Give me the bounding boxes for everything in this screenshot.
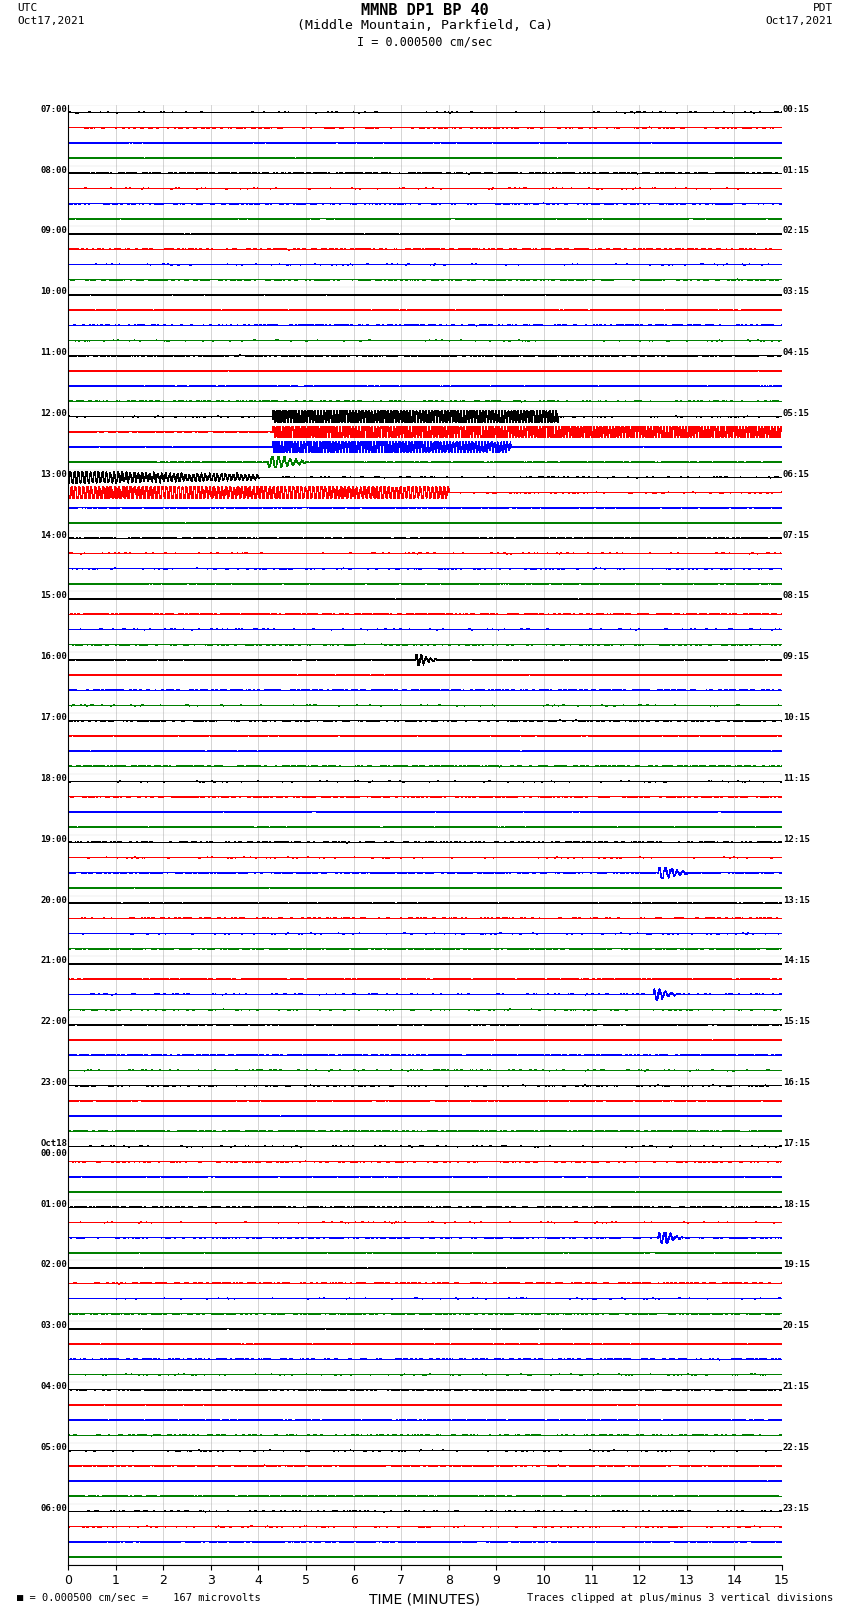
Text: 01:00: 01:00 xyxy=(40,1200,67,1208)
Text: 01:15: 01:15 xyxy=(783,166,810,174)
Text: 06:15: 06:15 xyxy=(783,469,810,479)
Text: 15:15: 15:15 xyxy=(783,1018,810,1026)
Text: 14:15: 14:15 xyxy=(783,957,810,965)
Text: (Middle Mountain, Parkfield, Ca): (Middle Mountain, Parkfield, Ca) xyxy=(297,19,553,32)
Text: 21:00: 21:00 xyxy=(40,957,67,965)
Text: 03:15: 03:15 xyxy=(783,287,810,297)
Text: 06:00: 06:00 xyxy=(40,1503,67,1513)
Text: 16:15: 16:15 xyxy=(783,1077,810,1087)
Text: Traces clipped at plus/minus 3 vertical divisions: Traces clipped at plus/minus 3 vertical … xyxy=(527,1594,833,1603)
Text: 10:00: 10:00 xyxy=(40,287,67,297)
Text: 10:15: 10:15 xyxy=(783,713,810,723)
Text: 00:15: 00:15 xyxy=(783,105,810,115)
Text: 13:15: 13:15 xyxy=(783,895,810,905)
Text: 02:15: 02:15 xyxy=(783,226,810,235)
Text: 04:00: 04:00 xyxy=(40,1382,67,1390)
Text: UTC: UTC xyxy=(17,3,37,13)
Text: 11:15: 11:15 xyxy=(783,774,810,782)
Text: ■ = 0.000500 cm/sec =    167 microvolts: ■ = 0.000500 cm/sec = 167 microvolts xyxy=(17,1594,261,1603)
Text: 12:15: 12:15 xyxy=(783,836,810,844)
Text: 05:00: 05:00 xyxy=(40,1444,67,1452)
Text: 22:15: 22:15 xyxy=(783,1444,810,1452)
Text: 15:00: 15:00 xyxy=(40,592,67,600)
Text: Oct18
00:00: Oct18 00:00 xyxy=(40,1139,67,1158)
Text: 23:15: 23:15 xyxy=(783,1503,810,1513)
Text: Oct17,2021: Oct17,2021 xyxy=(17,16,84,26)
Text: 05:15: 05:15 xyxy=(783,410,810,418)
Text: 17:15: 17:15 xyxy=(783,1139,810,1148)
Text: Oct17,2021: Oct17,2021 xyxy=(766,16,833,26)
X-axis label: TIME (MINUTES): TIME (MINUTES) xyxy=(370,1594,480,1607)
Text: 18:15: 18:15 xyxy=(783,1200,810,1208)
Text: 09:00: 09:00 xyxy=(40,226,67,235)
Text: 11:00: 11:00 xyxy=(40,348,67,356)
Text: 20:00: 20:00 xyxy=(40,895,67,905)
Text: 07:00: 07:00 xyxy=(40,105,67,115)
Text: 19:00: 19:00 xyxy=(40,836,67,844)
Text: 16:00: 16:00 xyxy=(40,652,67,661)
Text: 23:00: 23:00 xyxy=(40,1077,67,1087)
Text: 22:00: 22:00 xyxy=(40,1018,67,1026)
Text: 20:15: 20:15 xyxy=(783,1321,810,1331)
Text: 03:00: 03:00 xyxy=(40,1321,67,1331)
Text: 02:00: 02:00 xyxy=(40,1260,67,1269)
Text: I = 0.000500 cm/sec: I = 0.000500 cm/sec xyxy=(357,35,493,48)
Text: 18:00: 18:00 xyxy=(40,774,67,782)
Text: 19:15: 19:15 xyxy=(783,1260,810,1269)
Text: 08:00: 08:00 xyxy=(40,166,67,174)
Text: 17:00: 17:00 xyxy=(40,713,67,723)
Text: PDT: PDT xyxy=(813,3,833,13)
Text: 13:00: 13:00 xyxy=(40,469,67,479)
Text: 12:00: 12:00 xyxy=(40,410,67,418)
Text: 04:15: 04:15 xyxy=(783,348,810,356)
Text: MMNB DP1 BP 40: MMNB DP1 BP 40 xyxy=(361,3,489,18)
Text: 08:15: 08:15 xyxy=(783,592,810,600)
Text: 07:15: 07:15 xyxy=(783,531,810,540)
Text: 21:15: 21:15 xyxy=(783,1382,810,1390)
Text: 09:15: 09:15 xyxy=(783,652,810,661)
Text: 14:00: 14:00 xyxy=(40,531,67,540)
